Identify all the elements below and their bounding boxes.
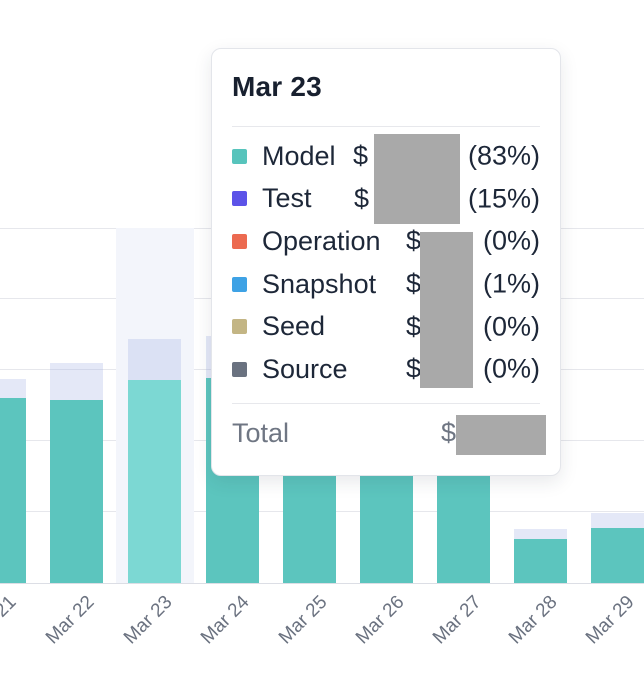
tooltip-total-row: Total $: [232, 411, 540, 455]
bar-model-mar-21[interactable]: [0, 398, 26, 583]
tooltip-row-seed: Seed $ (0%): [232, 305, 540, 348]
operation-series-swatch-icon: [232, 233, 247, 249]
tooltip-row-percent: (0%): [482, 311, 540, 342]
tooltip-row-label: Operation: [262, 225, 381, 256]
snapshot-series-swatch-icon: [232, 276, 247, 292]
redacted-value-overlay: [456, 415, 546, 455]
tooltip-row-currency: $: [354, 183, 370, 214]
tooltip-row-currency: $: [406, 353, 422, 384]
bar-model-mar-22[interactable]: [50, 400, 103, 583]
bar-model-mar-29[interactable]: [591, 528, 644, 583]
tooltip-row-operation: Operation $ (0%): [232, 220, 540, 263]
source-series-swatch-icon: [232, 361, 247, 377]
bar-segment-secondary-mar-29[interactable]: [591, 513, 644, 528]
tooltip-row-label: Source: [262, 353, 348, 384]
tooltip-row-model: Model $ (83%): [232, 135, 540, 178]
tooltip-row-currency: $: [406, 268, 422, 299]
bar-segment-secondary-mar-22[interactable]: [50, 363, 103, 400]
tooltip-row-currency: $: [406, 311, 422, 342]
tooltip-row-percent: (0%): [482, 225, 540, 256]
tooltip-row-percent: (0%): [482, 353, 540, 384]
model-series-swatch-icon: [232, 148, 247, 164]
tooltip-row-percent: (15%): [467, 183, 540, 214]
test-series-swatch-icon: [232, 191, 247, 207]
redacted-value-overlay: [374, 134, 460, 224]
tooltip-row-source: Source $ (0%): [232, 348, 540, 391]
tooltip-row-label: Seed: [262, 311, 326, 342]
tooltip-title: Mar 23: [232, 71, 322, 102]
tooltip-total-currency: $: [441, 417, 457, 448]
tooltip-total-label: Total: [232, 417, 290, 448]
tooltip-title-divider: [232, 126, 540, 127]
bar-model-mar-23[interactable]: [128, 380, 181, 583]
tooltip-row-label: Model: [262, 140, 336, 171]
tooltip-row-label: Test: [262, 183, 312, 214]
tooltip-row-currency: $: [406, 225, 422, 256]
tooltip-row-snapshot: Snapshot $ (1%): [232, 263, 540, 306]
bar-segment-secondary-mar-21[interactable]: [0, 379, 26, 398]
chart-tooltip: Mar 23 Model $ (83%) Test $ (15%) Operation $ (0…: [211, 48, 561, 476]
x-axis-line: [0, 583, 644, 584]
tooltip-row-test: Test $ (15%): [232, 178, 540, 221]
bar-segment-secondary-mar-28[interactable]: [514, 529, 567, 539]
tooltip-row-percent: (83%): [467, 140, 540, 171]
bar-model-mar-28[interactable]: [514, 539, 567, 583]
tooltip-total-divider: [232, 403, 540, 404]
redacted-value-overlay: [420, 232, 473, 388]
seed-series-swatch-icon: [232, 319, 247, 335]
tooltip-row-currency: $: [353, 140, 369, 171]
tooltip-row-label: Snapshot: [262, 268, 377, 299]
tooltip-row-percent: (1%): [482, 268, 540, 299]
bar-segment-secondary-mar-23[interactable]: [128, 339, 181, 380]
